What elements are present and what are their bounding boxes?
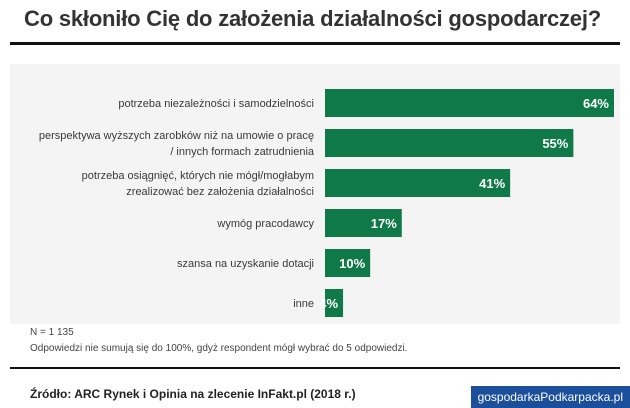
bar-4 — [325, 249, 371, 277]
category-label-1-1: / innych formach zatrudnienia — [170, 146, 315, 158]
disclaimer-note: Odpowiedzi nie sumują się do 100%, gdyż … — [30, 343, 408, 354]
value-label-4: 10% — [339, 256, 365, 271]
category-label-5-0: inne — [293, 298, 314, 310]
bar-3 — [325, 209, 402, 237]
source-credit: Źródło: ARC Rynek i Opinia na zlecenie I… — [30, 387, 356, 401]
category-label-0-0: potrzeba niezależności i samodzielności — [118, 98, 314, 110]
category-label-1-0: perspektywa wyższych zarobków niż na umo… — [39, 130, 314, 142]
bar-0 — [325, 89, 614, 117]
bar-2 — [325, 169, 511, 197]
value-label-1: 55% — [542, 136, 568, 151]
sample-size-note: N = 1 135 — [30, 327, 74, 338]
category-label-2-0: potrzeba osiągnięć, których nie mógł/mog… — [82, 170, 314, 182]
source-divider — [10, 367, 620, 369]
value-label-2: 41% — [479, 176, 505, 191]
category-label-4-0: szansa na uzyskanie dotacji — [177, 258, 314, 270]
title-divider — [10, 42, 620, 45]
value-label-3: 17% — [371, 216, 397, 231]
category-label-2-1: zrealizować bez założenia działalności — [126, 186, 314, 198]
bar-5 — [325, 289, 344, 317]
chart-title: Co skłoniło Cię do założenia działalnośc… — [24, 6, 601, 31]
category-label-3-0: wymóg pracodawcy — [216, 218, 314, 230]
watermark-logo: gospodarkaPodkarpacka.pl — [470, 386, 630, 408]
value-label-0: 64% — [583, 96, 609, 111]
bar-chart: 64% potrzeba niezależności i samodzielnoś… — [39, 89, 614, 317]
value-label-5: 4% — [319, 296, 338, 311]
bar-1 — [325, 129, 574, 157]
